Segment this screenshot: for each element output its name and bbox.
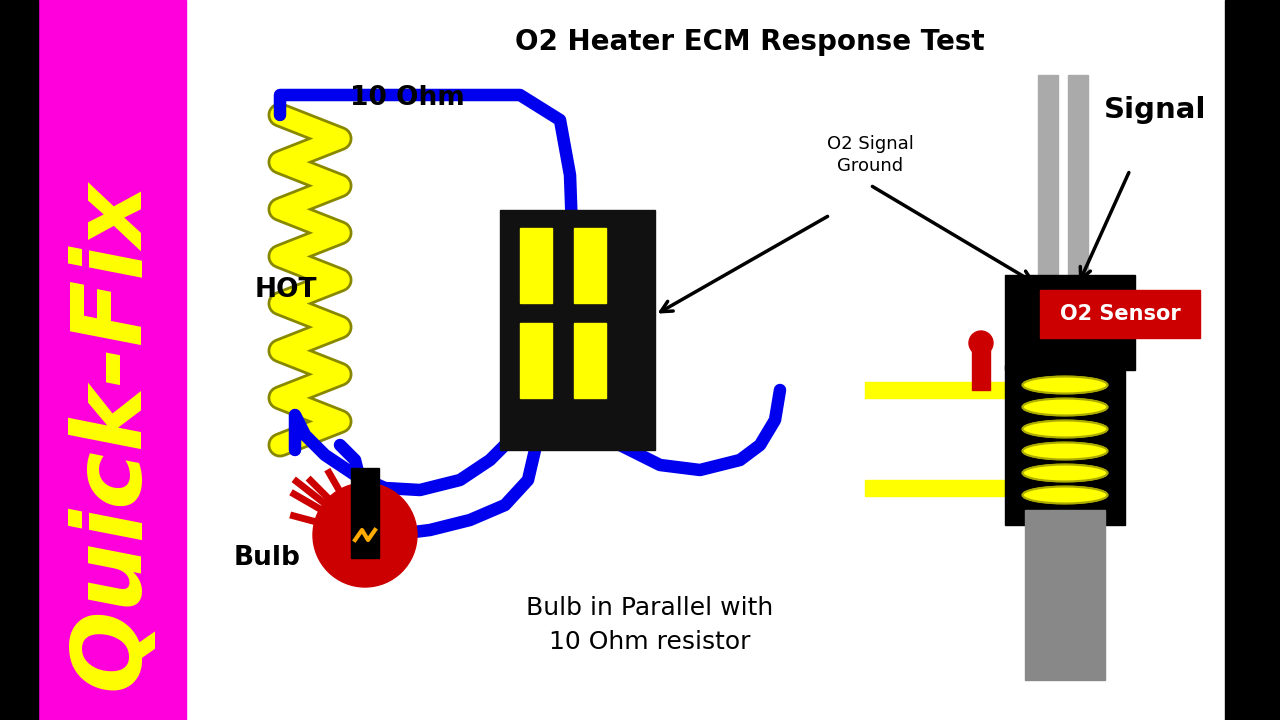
Bar [865,480,1094,496]
Ellipse shape [1023,420,1107,438]
Ellipse shape [1023,443,1107,459]
Text: Signal: Signal [1103,96,1206,124]
Text: O2 Signal
Ground: O2 Signal Ground [827,135,914,175]
Bar [1068,75,1088,285]
Bar [1025,510,1105,680]
Circle shape [969,331,993,355]
Text: O2 Heater ECM Response Test: O2 Heater ECM Response Test [515,28,984,56]
Bar [351,468,379,558]
Text: 10 Ohm: 10 Ohm [349,85,465,111]
Bar [573,228,605,303]
Bar [1038,75,1059,285]
Ellipse shape [1023,398,1107,415]
Bar [0,0,38,720]
Bar [972,340,989,390]
Ellipse shape [1023,464,1107,482]
Text: Bulb: Bulb [233,545,300,571]
Bar [500,210,655,450]
Ellipse shape [1023,377,1107,394]
Text: Bulb in Parallel with
10 Ohm resistor: Bulb in Parallel with 10 Ohm resistor [526,596,773,654]
Bar [1225,0,1280,720]
Bar [520,323,552,398]
Bar [865,382,1094,398]
Bar [38,0,186,720]
Bar [1039,290,1199,338]
Bar [1005,275,1135,370]
Bar [573,323,605,398]
Circle shape [314,483,417,587]
Bar [520,228,552,303]
Text: O2 Sensor: O2 Sensor [1060,304,1180,324]
Text: Quick-Fix: Quick-Fix [65,179,159,690]
Text: HOT: HOT [255,277,317,303]
Bar [1005,365,1125,525]
Ellipse shape [1023,487,1107,503]
